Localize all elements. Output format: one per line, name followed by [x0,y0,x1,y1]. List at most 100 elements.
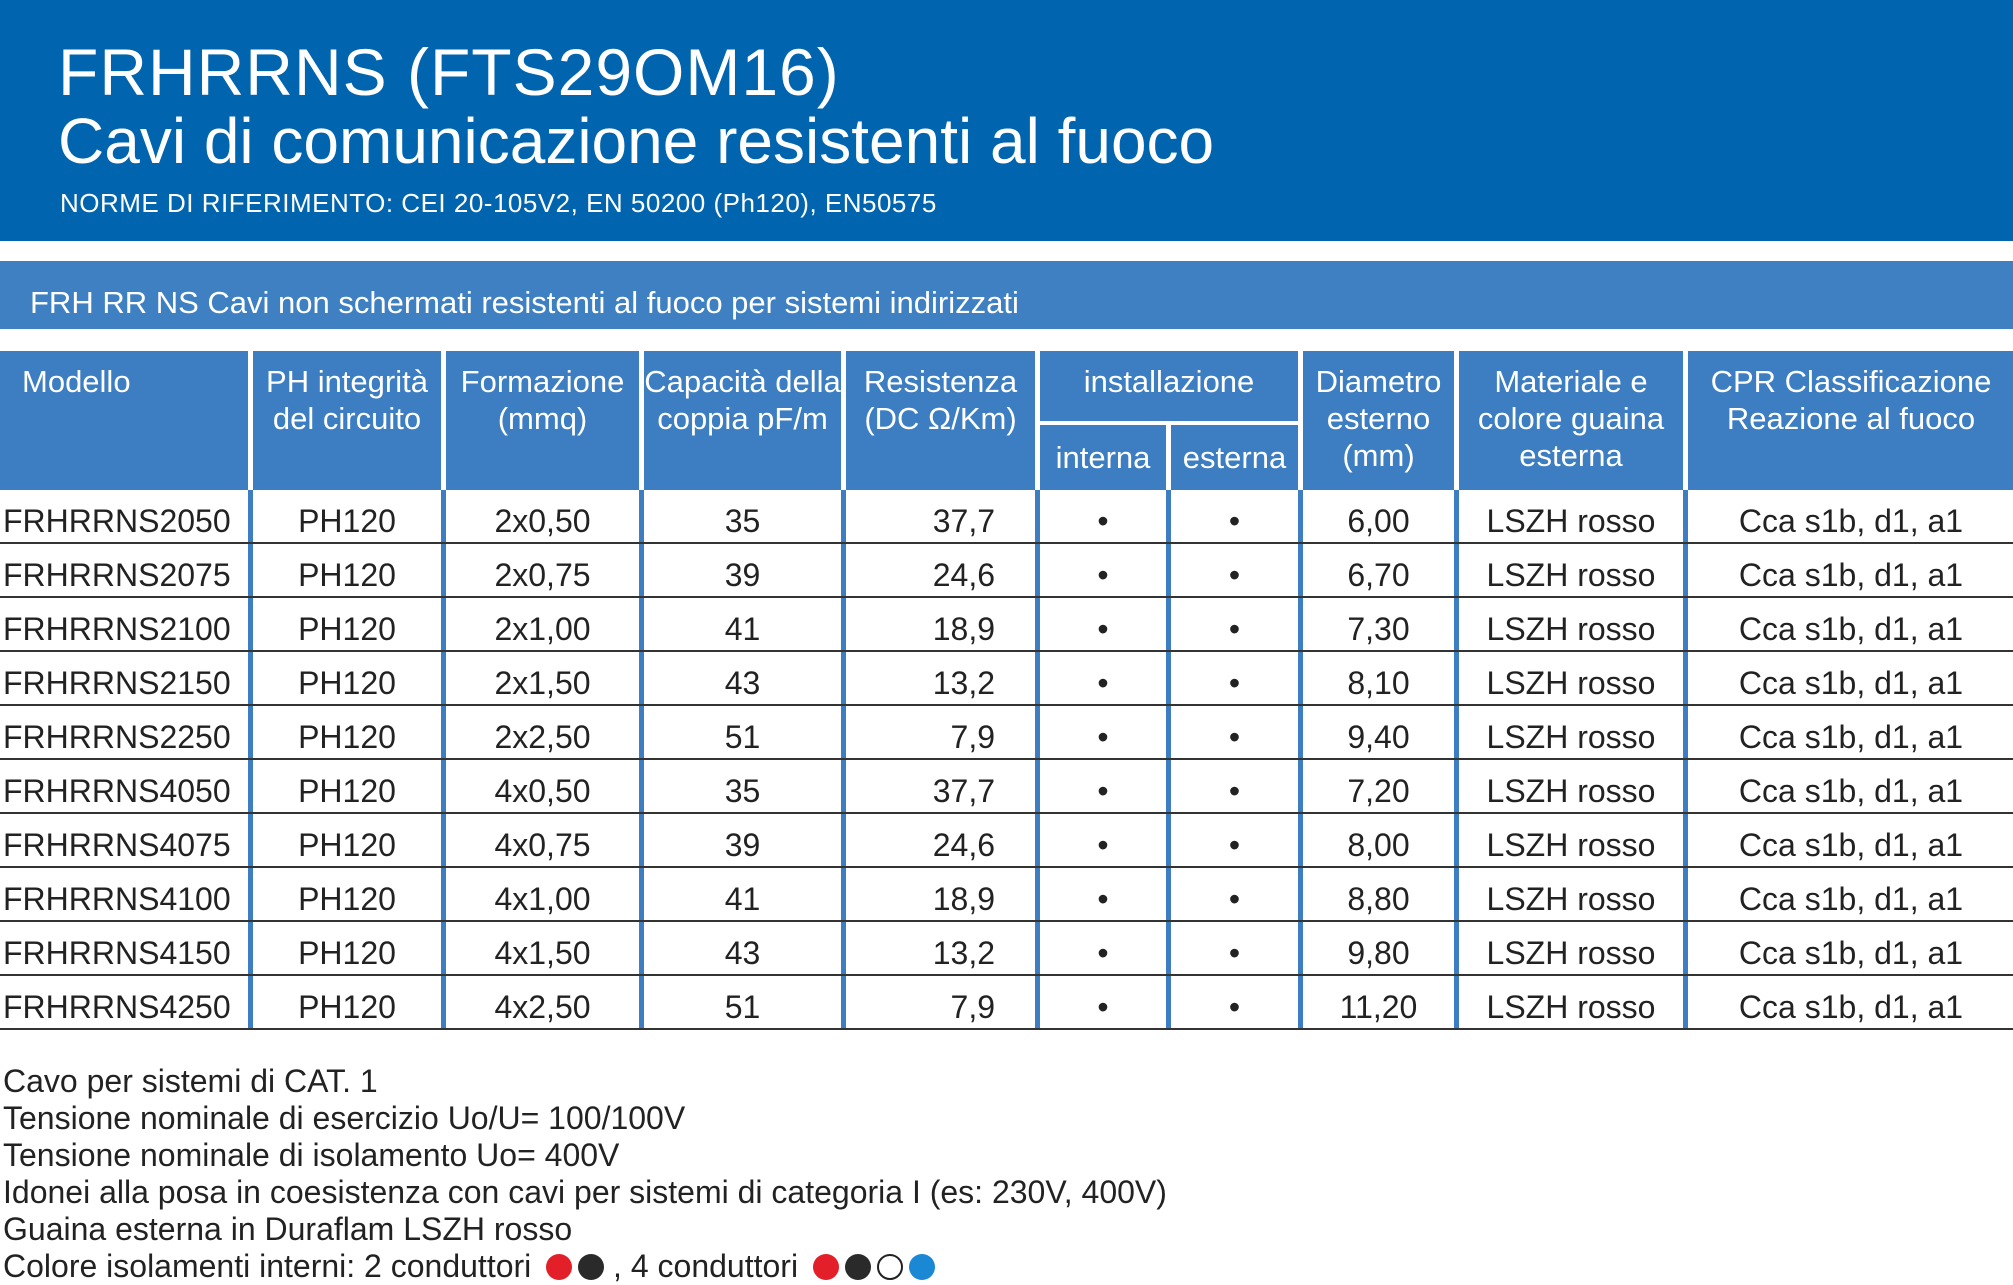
cell-interna: • [1040,490,1166,542]
cell-formazione: 2x0,50 [446,490,639,542]
cell-resistenza: 13,2 [846,652,1035,704]
cell-cpr: Cca s1b, d1, a1 [1688,490,2013,542]
note-line: Cavo per sistemi di CAT. 1 [3,1063,378,1099]
cell-diametro: 6,00 [1303,490,1454,542]
header-banner: FRHRRNS (FTS29OM16) Cavi di comunicazion… [0,0,2013,241]
table-body: FRHRRNS2050 PH120 2x0,50 35 37,7 • • 6,00 LSZH r… [0,490,2013,1030]
cell-capacita: 39 [644,544,841,596]
table-row: FRHRRNS4100 PH120 4x1,00 41 18,9 • • 8,80 LSZH r… [0,868,2013,922]
cell-cpr: Cca s1b, d1, a1 [1688,760,2013,812]
cell-capacita: 35 [644,490,841,542]
cell-formazione: 2x0,75 [446,544,639,596]
cell-formazione: 2x1,50 [446,652,639,704]
cell-ph: PH120 [253,544,441,596]
header-interna: interna [1040,425,1166,490]
conductor-color-swatch [876,1254,903,1280]
cell-materiale: LSZH rosso [1459,706,1683,758]
cell-esterna: • [1171,976,1298,1028]
cell-formazione: 4x1,00 [446,868,639,920]
cell-esterna: • [1171,598,1298,650]
conductor-colors-separator: , 4 conduttori [613,1248,799,1284]
note-line: Tensione nominale di isolamento Uo= 400V [3,1137,620,1173]
conductor-color-swatch [844,1254,871,1280]
cell-materiale: LSZH rosso [1459,598,1683,650]
cell-diametro: 8,10 [1303,652,1454,704]
cell-esterna: • [1171,814,1298,866]
cell-modello: FRHRRNS2150 [0,652,248,704]
header-diametro: Diametro esterno (mm) [1303,351,1454,490]
cell-ph: PH120 [253,598,441,650]
page-title: FRHRRNS (FTS29OM16) [58,35,840,109]
cell-diametro: 7,30 [1303,598,1454,650]
cell-esterna: • [1171,868,1298,920]
cell-formazione: 4x0,50 [446,760,639,812]
cell-resistenza: 37,7 [846,760,1035,812]
conductor-colors-label: Colore isolamenti interni: 2 conduttori [3,1248,532,1284]
two-conductor-swatches [540,1248,605,1284]
note-line: Guaina esterna in Duraflam LSZH rosso [3,1211,573,1247]
cell-formazione: 4x0,75 [446,814,639,866]
cell-cpr: Cca s1b, d1, a1 [1688,976,2013,1028]
cell-cpr: Cca s1b, d1, a1 [1688,544,2013,596]
cell-capacita: 43 [644,922,841,974]
cell-ph: PH120 [253,922,441,974]
cell-cpr: Cca s1b, d1, a1 [1688,922,2013,974]
cell-formazione: 4x1,50 [446,922,639,974]
cell-resistenza: 24,6 [846,814,1035,866]
header-installazione: installazione [1040,351,1298,421]
cell-interna: • [1040,652,1166,704]
cell-capacita: 39 [644,814,841,866]
cell-capacita: 51 [644,706,841,758]
cell-interna: • [1040,544,1166,596]
cell-cpr: Cca s1b, d1, a1 [1688,598,2013,650]
cell-resistenza: 13,2 [846,922,1035,974]
cell-interna: • [1040,706,1166,758]
cell-formazione: 2x1,00 [446,598,639,650]
cell-ph: PH120 [253,760,441,812]
cell-capacita: 43 [644,652,841,704]
table-row: FRHRRNS2050 PH120 2x0,50 35 37,7 • • 6,00 LSZH r… [0,490,2013,544]
cell-diametro: 8,00 [1303,814,1454,866]
conductor-colors-note: Colore isolamenti interni: 2 conduttori … [3,1248,1167,1285]
header-esterna: esterna [1171,425,1298,490]
cell-esterna: • [1171,922,1298,974]
cell-ph: PH120 [253,976,441,1028]
conductor-color-swatch [908,1254,935,1280]
cell-cpr: Cca s1b, d1, a1 [1688,868,2013,920]
cell-diametro: 6,70 [1303,544,1454,596]
cell-modello: FRHRRNS2050 [0,490,248,542]
reference-norms: NORME DI RIFERIMENTO: CEI 20-105V2, EN 5… [60,188,937,218]
cell-capacita: 51 [644,976,841,1028]
cell-modello: FRHRRNS4050 [0,760,248,812]
cell-capacita: 41 [644,598,841,650]
table-row: FRHRRNS4075 PH120 4x0,75 39 24,6 • • 8,00 LSZH r… [0,814,2013,868]
cell-resistenza: 18,9 [846,868,1035,920]
conductor-color-swatch [812,1254,839,1280]
cell-esterna: • [1171,706,1298,758]
cell-materiale: LSZH rosso [1459,490,1683,542]
cell-diametro: 9,80 [1303,922,1454,974]
cell-materiale: LSZH rosso [1459,814,1683,866]
note-line: Idonei alla posa in coesistenza con cavi… [3,1174,1167,1210]
conductor-color-swatch [578,1254,605,1280]
cell-cpr: Cca s1b, d1, a1 [1688,706,2013,758]
notes: Cavo per sistemi di CAT. 1 Tensione nomi… [3,1063,1167,1285]
cell-modello: FRHRRNS4250 [0,976,248,1028]
cell-ph: PH120 [253,490,441,542]
cell-resistenza: 18,9 [846,598,1035,650]
table-row: FRHRRNS4050 PH120 4x0,50 35 37,7 • • 7,20 LSZH r… [0,760,2013,814]
cell-ph: PH120 [253,868,441,920]
cell-interna: • [1040,976,1166,1028]
cell-modello: FRHRRNS4150 [0,922,248,974]
cell-esterna: • [1171,544,1298,596]
cell-materiale: LSZH rosso [1459,922,1683,974]
header-formazione: Formazione (mmq) [446,351,639,490]
cell-materiale: LSZH rosso [1459,544,1683,596]
header-materiale: Materiale e colore guaina esterna [1459,351,1683,490]
cell-materiale: LSZH rosso [1459,868,1683,920]
cell-interna: • [1040,814,1166,866]
table-row: FRHRRNS2075 PH120 2x0,75 39 24,6 • • 6,70 LSZH r… [0,544,2013,598]
table-row: FRHRRNS2150 PH120 2x1,50 43 13,2 • • 8,10 LSZH r… [0,652,2013,706]
cell-esterna: • [1171,760,1298,812]
cell-interna: • [1040,598,1166,650]
